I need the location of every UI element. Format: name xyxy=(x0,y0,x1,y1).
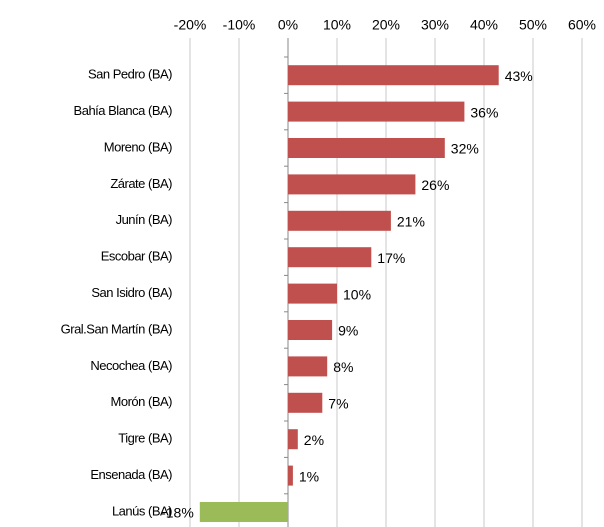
x-tick-label: 0% xyxy=(278,17,298,33)
bar xyxy=(288,283,337,304)
bar xyxy=(288,65,499,86)
bar xyxy=(288,465,293,486)
value-label: 17% xyxy=(377,250,405,266)
y-tick-label: Necochea (BA) xyxy=(90,358,172,373)
bar xyxy=(288,138,445,158)
bar xyxy=(288,320,333,340)
x-tick-label: 40% xyxy=(470,17,498,33)
value-label: 8% xyxy=(333,359,353,375)
value-label: 1% xyxy=(299,468,319,484)
bar xyxy=(288,247,372,268)
value-label: 7% xyxy=(328,396,348,412)
x-tick-label: -20% xyxy=(174,17,207,33)
value-label: -18% xyxy=(161,505,194,521)
y-tick-label: Moreno (BA) xyxy=(104,139,172,154)
x-tick-label: 50% xyxy=(519,17,547,33)
y-tick-label: Zárate (BA) xyxy=(110,176,172,191)
bar xyxy=(288,210,391,231)
value-label: 9% xyxy=(338,323,358,339)
x-tick-label: -10% xyxy=(223,17,256,33)
y-tick-label: Bahía Blanca (BA) xyxy=(74,103,173,118)
y-tick-label: San Pedro (BA) xyxy=(88,67,172,82)
x-tick-label: 30% xyxy=(421,17,449,33)
value-label: 36% xyxy=(470,104,498,120)
y-tick-label: Junín (BA) xyxy=(116,212,173,227)
x-tick-label: 20% xyxy=(372,17,400,33)
x-tick-label: 60% xyxy=(568,17,596,33)
value-label: 32% xyxy=(451,141,479,157)
bar xyxy=(288,356,328,377)
value-label: 21% xyxy=(397,214,425,230)
bar xyxy=(288,392,323,413)
y-tick-label: Morón (BA) xyxy=(111,394,173,409)
bar xyxy=(288,429,298,450)
bar xyxy=(288,101,465,122)
y-tick-label: Gral.San Martín (BA) xyxy=(61,321,173,336)
bar xyxy=(199,502,288,522)
value-label: 26% xyxy=(421,177,449,193)
value-label: 2% xyxy=(304,432,324,448)
value-label: 43% xyxy=(505,68,533,84)
bar xyxy=(288,174,416,195)
y-tick-label: Tigre (BA) xyxy=(118,431,172,446)
y-tick-label: San Isidro (BA) xyxy=(91,285,172,300)
y-tick-label: Escobar (BA) xyxy=(101,249,172,264)
value-label: 10% xyxy=(343,286,371,302)
y-tick-label: Ensenada (BA) xyxy=(90,467,172,482)
y-tick-label: Lanús (BA) xyxy=(112,503,172,518)
x-tick-label: 10% xyxy=(323,17,351,33)
